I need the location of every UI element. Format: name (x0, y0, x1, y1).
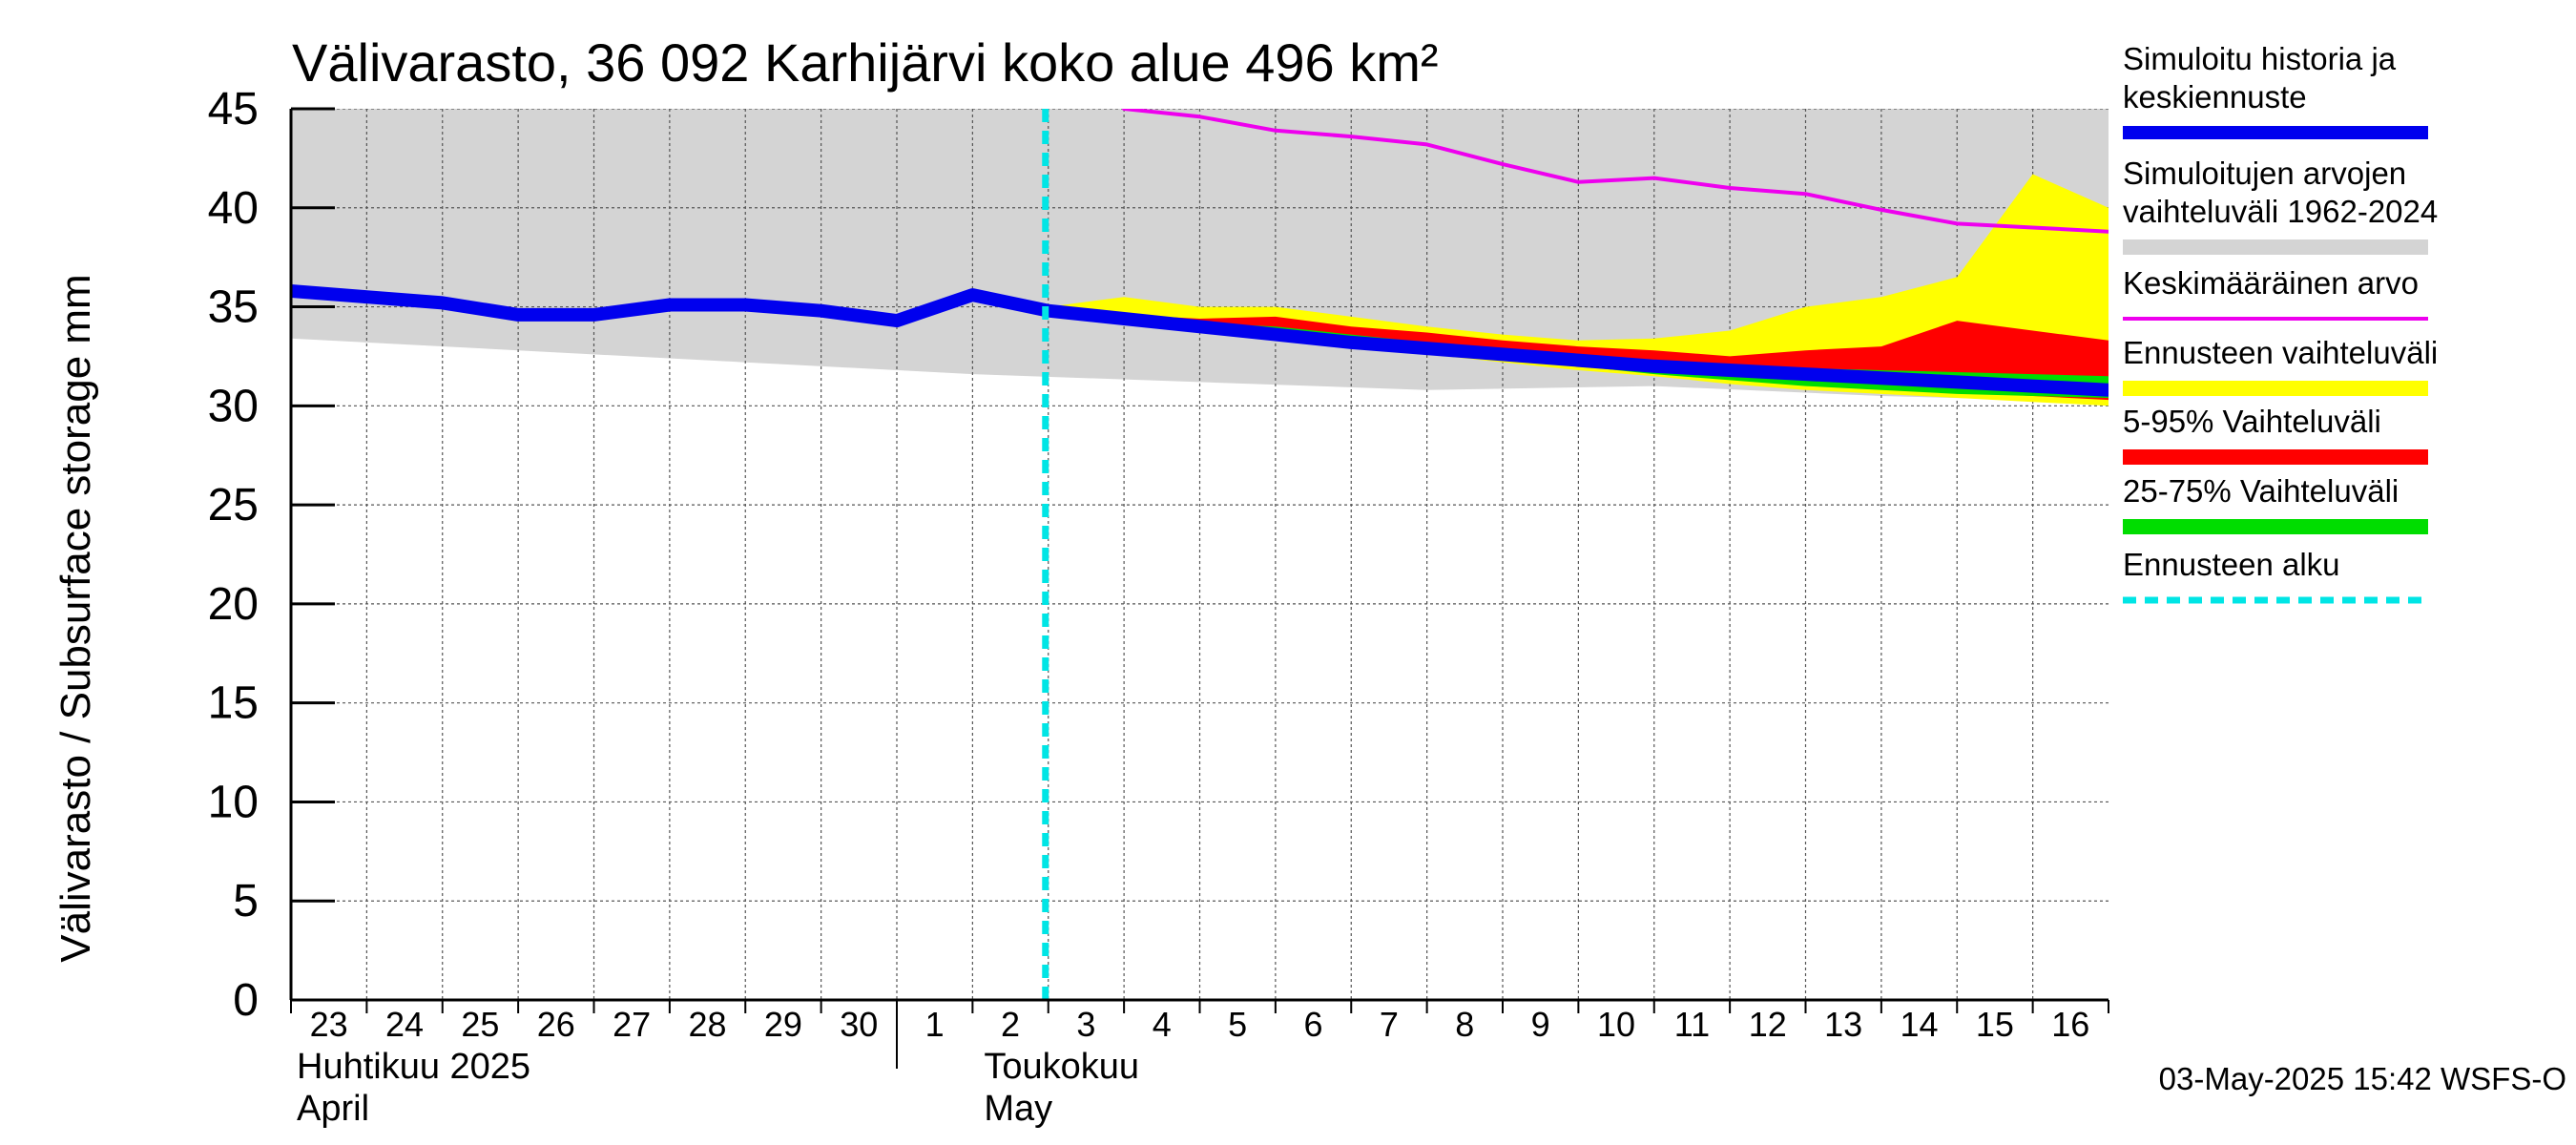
legend-label: Simuloitujen arvojen (2123, 156, 2406, 191)
legend-label: 25-75% Vaihteluväli (2123, 473, 2399, 509)
x-tick-label: 14 (1901, 1005, 1939, 1044)
x-tick-label: 5 (1228, 1005, 1247, 1044)
chart-title: Välivarasto, 36 092 Karhijärvi koko alue… (292, 32, 1439, 93)
y-tick-label: 10 (208, 777, 259, 827)
x-tick-label: 4 (1153, 1005, 1172, 1044)
x-tick-label: 9 (1531, 1005, 1550, 1044)
x-tick-label: 11 (1674, 1005, 1710, 1044)
x-tick-label: 2 (1001, 1005, 1020, 1044)
x-tick-label: 10 (1597, 1005, 1635, 1044)
month-label-fi: Huhtikuu 2025 (297, 1047, 530, 1087)
x-tick-label: 25 (461, 1005, 499, 1044)
x-tick-label: 29 (764, 1005, 802, 1044)
y-tick-label: 0 (233, 975, 259, 1026)
x-tick-label: 6 (1304, 1005, 1323, 1044)
y-tick-label: 5 (233, 876, 259, 926)
x-tick-label: 12 (1749, 1005, 1787, 1044)
legend-swatch (2123, 381, 2428, 396)
month-label-en: April (297, 1089, 369, 1129)
x-tick-label: 27 (613, 1005, 651, 1044)
x-tick-label: 15 (1976, 1005, 2014, 1044)
y-axis-label: Välivarasto / Subsurface storage mm (52, 274, 99, 962)
legend-label: Keskimääräinen arvo (2123, 265, 2419, 301)
timestamp-footer: 03-May-2025 15:42 WSFS-O (2159, 1061, 2566, 1096)
x-tick-label: 23 (310, 1005, 348, 1044)
x-tick-label: 24 (385, 1005, 424, 1044)
x-tick-label: 28 (689, 1005, 727, 1044)
legend-swatch (2123, 519, 2428, 534)
forecast-range-band (1048, 174, 2109, 406)
legend-swatch (2123, 449, 2428, 465)
y-tick-label: 25 (208, 480, 259, 531)
x-tick-label: 26 (537, 1005, 575, 1044)
plot-area (291, 109, 2109, 1000)
legend-label: keskiennuste (2123, 79, 2307, 114)
legend-swatch (2123, 126, 2428, 139)
x-tick-label: 1 (925, 1005, 945, 1044)
x-tick-label: 8 (1455, 1005, 1474, 1044)
legend-swatch (2123, 239, 2428, 255)
y-tick-label: 30 (208, 381, 259, 431)
x-tick-label: 30 (840, 1005, 878, 1044)
x-tick-label: 16 (2051, 1005, 2089, 1044)
legend-label: vaihteluväli 1962-2024 (2123, 194, 2438, 229)
mean-value-line (1122, 109, 2109, 234)
y-tick-label: 40 (208, 183, 259, 234)
month-label-en: May (984, 1089, 1052, 1129)
y-tick-label: 15 (208, 678, 259, 729)
x-tick-label: 3 (1076, 1005, 1095, 1044)
legend-label: Simuloitu historia ja (2123, 41, 2397, 76)
y-tick-label: 45 (208, 84, 259, 135)
x-tick-label: 13 (1824, 1005, 1862, 1044)
x-tick-label: 7 (1380, 1005, 1399, 1044)
y-tick-label: 35 (208, 282, 259, 333)
legend-label: Ennusteen alku (2123, 547, 2340, 582)
y-tick-label: 20 (208, 579, 259, 630)
month-label-fi: Toukokuu (984, 1047, 1139, 1087)
history-forecast-line (291, 284, 2109, 397)
legend-label: 5-95% Vaihteluväli (2123, 404, 2381, 439)
legend-label: Ennusteen vaihteluväli (2123, 335, 2438, 370)
